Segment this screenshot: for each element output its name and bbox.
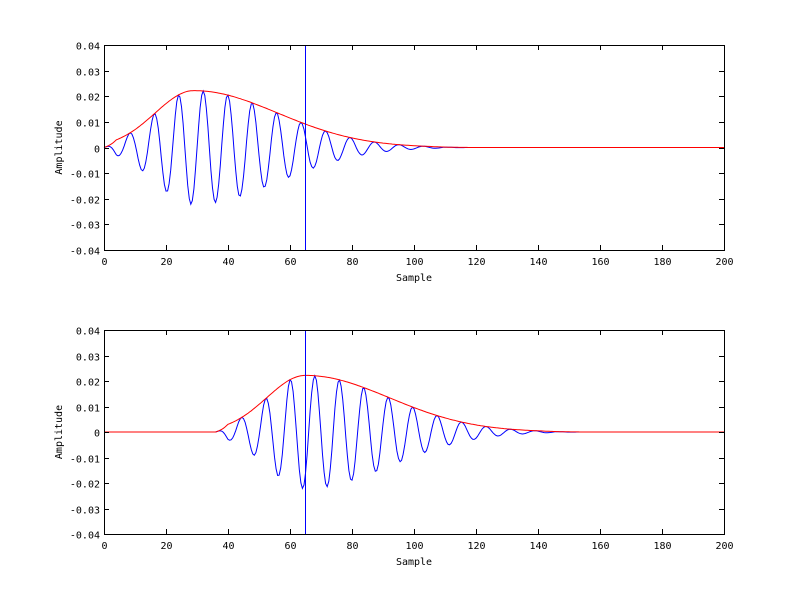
y-tick-label: -0.01 [70, 455, 100, 466]
bottom-plot: 0 20 40 60 80 100 120 140 160 180 200 -0.04 -0.03 -0.… [54, 327, 734, 569]
y-axis-label: Amplitude [54, 405, 65, 459]
x-tick-label: 80 [346, 257, 358, 268]
y-tick-label: 0.04 [76, 42, 100, 53]
x-tick-label: 80 [346, 541, 358, 552]
x-tick-label: 140 [529, 541, 547, 552]
x-tick-label: 60 [284, 257, 296, 268]
x-axis-label: Sample [396, 557, 432, 568]
x-tick-label: 200 [715, 257, 733, 268]
x-tick-label: 160 [591, 257, 609, 268]
y-tick-label: -0.02 [70, 196, 100, 207]
x-axis-label: Sample [396, 273, 432, 284]
y-tick-label: -0.04 [70, 531, 100, 542]
y-tick-label: 0.01 [76, 119, 100, 130]
y-tick-label: 0 [94, 145, 100, 156]
y-tick-label: -0.04 [70, 247, 100, 258]
envelope-line [103, 90, 724, 148]
x-tick-label: 100 [405, 541, 423, 552]
y-tick-label: -0.03 [70, 506, 100, 517]
y-axis-label: Amplitude [54, 120, 65, 174]
x-tick-label: 180 [653, 541, 671, 552]
top-plot: 0 20 40 60 80 100 120 140 160 180 200 -0.04 -0.03 -0.… [54, 42, 734, 285]
x-tick-label: 100 [405, 257, 423, 268]
y-tick-label: 0.04 [76, 327, 100, 338]
y-tick-label: 0.02 [76, 93, 100, 104]
x-tick-label: 200 [715, 541, 733, 552]
x-tick-label: 140 [529, 257, 547, 268]
x-tick-label: 180 [653, 257, 671, 268]
x-tick-label: 120 [467, 257, 485, 268]
x-tick-label: 120 [467, 541, 485, 552]
y-tick-label: 0 [94, 429, 100, 440]
x-tick-label: 40 [222, 541, 234, 552]
envelope-line [104, 374, 724, 433]
y-tick-label: -0.01 [70, 170, 100, 181]
y-tick-label: 0.03 [76, 68, 100, 79]
x-tick-label: 0 [101, 257, 107, 268]
x-tick-label: 40 [222, 257, 234, 268]
x-tick-label: 20 [160, 257, 172, 268]
x-tick-label: 60 [284, 541, 296, 552]
y-tick-label: 0.02 [76, 378, 100, 389]
x-tick-label: 160 [591, 541, 609, 552]
y-tick-label: -0.03 [70, 221, 100, 232]
y-tick-label: -0.02 [70, 480, 100, 491]
y-tick-label: 0.03 [76, 353, 100, 364]
x-tick-label: 20 [160, 541, 172, 552]
x-tick-label: 0 [101, 541, 107, 552]
y-tick-label: 0.01 [76, 404, 100, 415]
